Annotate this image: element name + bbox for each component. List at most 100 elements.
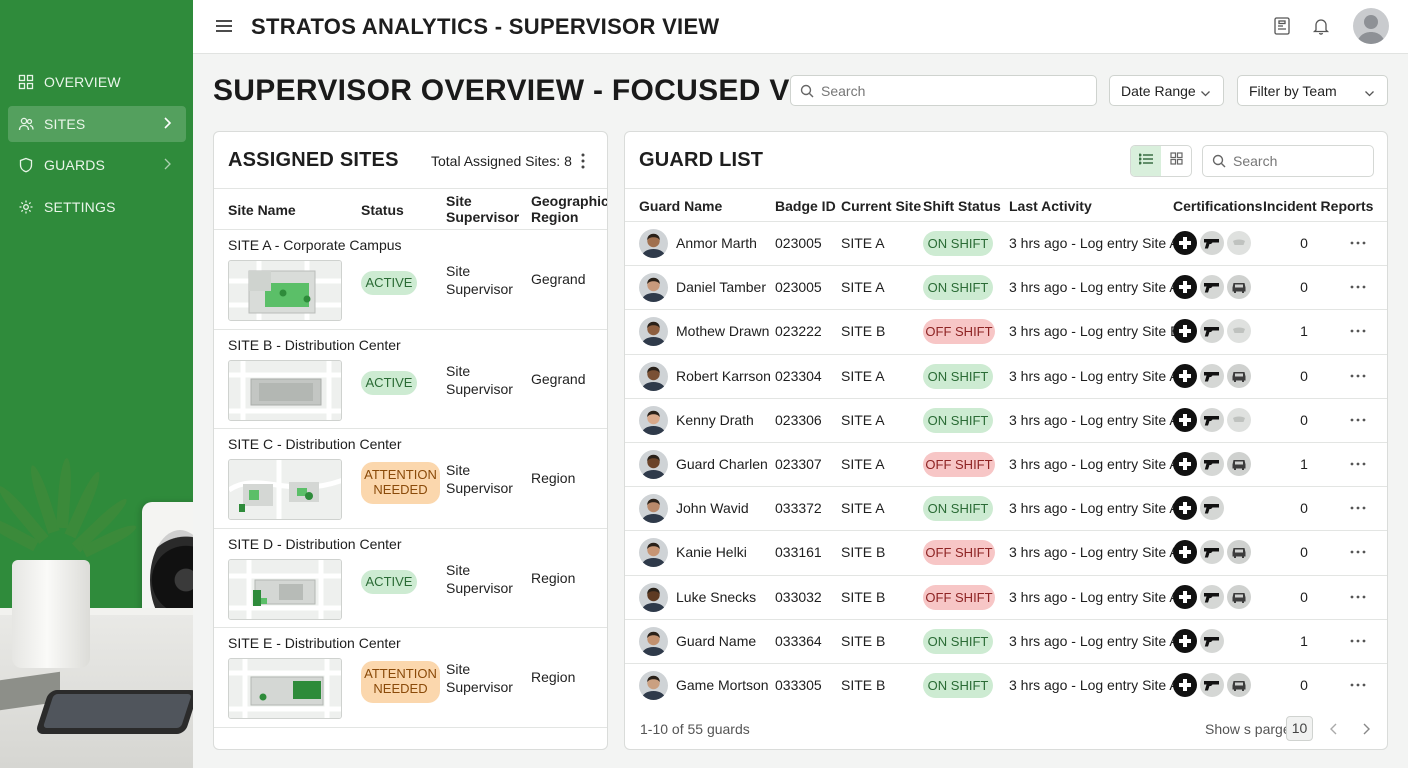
- sites-card-title: ASSIGNED SITES: [228, 149, 399, 171]
- firearm-cert-icon: [1200, 452, 1224, 476]
- guard-row[interactable]: Daniel Tamber 023005 SITE A ON SHIFT 3 hrs a…: [625, 266, 1387, 311]
- more-horizontal-icon[interactable]: [1349, 677, 1367, 693]
- search-icon: [1212, 154, 1226, 168]
- guard-row[interactable]: Robert Karrson 023304 SITE A ON SHIFT 3 hrs …: [625, 355, 1387, 399]
- per-page-select[interactable]: 10: [1286, 716, 1313, 741]
- incident-count: 0: [1300, 500, 1308, 517]
- site-name: SITE D - Distribution Center: [228, 535, 402, 552]
- site-name: SITE E - Distribution Center: [228, 635, 401, 651]
- shift-status-badge: ON SHIFT: [923, 407, 993, 433]
- col-incident-reports[interactable]: Incident Reports: [1263, 198, 1374, 214]
- prev-page-icon[interactable]: [1327, 722, 1341, 736]
- certifications: [1173, 319, 1251, 344]
- guard-name[interactable]: Guard Name: [676, 632, 757, 649]
- site-row[interactable]: SITE A - Corporate Campus ACTIVE Site Su…: [214, 230, 607, 330]
- sidebar-item-label: GUARDS: [44, 157, 106, 173]
- col-status: Status: [361, 202, 404, 218]
- user-avatar[interactable]: [1353, 8, 1389, 44]
- col-shift-status[interactable]: Shift Status: [923, 198, 1001, 214]
- site-row[interactable]: SITE B - Distribution Center ACTIVE Site…: [214, 330, 607, 429]
- col-certifications[interactable]: Certifications: [1173, 198, 1263, 214]
- site-row[interactable]: SITE E - Distribution Center ATTENTION N…: [214, 628, 607, 728]
- guard-row[interactable]: Guard Charlen 023307 SITE A OFF SHIFT 3 hrs …: [625, 443, 1387, 488]
- firearm-cert-icon: [1200, 673, 1224, 697]
- more-horizontal-icon[interactable]: [1349, 412, 1367, 428]
- more-vertical-icon[interactable]: [577, 152, 589, 170]
- guard-name[interactable]: Luke Snecks: [676, 588, 757, 605]
- grid-view-button[interactable]: [1161, 146, 1191, 176]
- shift-status-badge: ON SHIFT: [923, 275, 993, 301]
- team-filter-select[interactable]: Filter by Team: [1237, 75, 1388, 106]
- vehicle-cert-icon: [1227, 363, 1251, 388]
- sidebar-item-label: SITES: [44, 115, 86, 132]
- date-range-select[interactable]: Date Range: [1109, 75, 1224, 106]
- guard-search-input[interactable]: [1202, 145, 1374, 177]
- last-activity: 3 hrs ago - Log entry Site A: [1009, 235, 1179, 251]
- incident-count: 1: [1300, 456, 1308, 472]
- sidebar-item-overview[interactable]: OVERVIEW: [8, 64, 186, 100]
- per-page-label: Show s parge: [1205, 721, 1291, 737]
- report-icon[interactable]: [1272, 16, 1292, 36]
- guard-name[interactable]: Mothew Drawn: [676, 323, 770, 340]
- guard-name[interactable]: John Wavid: [676, 500, 749, 517]
- vehicle-cert-icon: [1227, 584, 1251, 609]
- more-horizontal-icon[interactable]: [1349, 456, 1367, 472]
- site-supervisor: Site Supervisor: [446, 561, 513, 596]
- search-input[interactable]: [790, 75, 1097, 106]
- shift-status-badge: ON SHIFT: [923, 628, 993, 654]
- list-view-button[interactable]: [1131, 146, 1161, 176]
- col-current-site[interactable]: Current Site: [841, 198, 922, 214]
- bell-icon[interactable]: [1311, 16, 1331, 36]
- guard-row[interactable]: Guard Name 033364 SITE B ON SHIFT 3 hrs ago …: [625, 620, 1387, 664]
- medical-cert-icon: [1173, 231, 1197, 255]
- guard-name[interactable]: Guard Charlen: [676, 456, 768, 472]
- guard-name[interactable]: Daniel Tamber: [676, 279, 767, 296]
- vehicle-cert-icon: [1227, 452, 1251, 476]
- menu-icon[interactable]: [215, 17, 233, 35]
- guard-row[interactable]: Mothew Drawn 023222 SITE B OFF SHIFT 3 hrs a…: [625, 310, 1387, 355]
- site-region: Region: [531, 669, 576, 685]
- site-row[interactable]: SITE D - Distribution Center ACTIVE Site…: [214, 529, 607, 628]
- guard-row[interactable]: John Wavid 033372 SITE A ON SHIFT 3 hrs ago …: [625, 487, 1387, 532]
- more-horizontal-icon[interactable]: [1349, 589, 1367, 605]
- more-horizontal-icon[interactable]: [1349, 633, 1367, 649]
- guard-row[interactable]: Anmor Marth 023005 SITE A ON SHIFT 3 hrs ago…: [625, 222, 1387, 267]
- badge-id: 023307: [775, 456, 822, 472]
- medical-cert-icon: [1173, 452, 1197, 476]
- shift-status-badge: ON SHIFT: [923, 673, 993, 698]
- col-last-activity[interactable]: Last Activity: [1009, 198, 1092, 214]
- more-horizontal-icon[interactable]: [1349, 323, 1367, 339]
- guard-name[interactable]: Game Mortson: [676, 677, 769, 693]
- guard-name[interactable]: Kanie Helki: [676, 544, 747, 561]
- guard-name[interactable]: Kenny Drath: [676, 411, 754, 428]
- sidebar-item-sites[interactable]: SITES: [8, 105, 186, 142]
- sidebar-item-settings[interactable]: SETTINGS: [8, 189, 186, 225]
- site-region: Region: [531, 569, 576, 586]
- col-badge-id[interactable]: Badge ID: [775, 198, 836, 214]
- guard-name[interactable]: Robert Karrson: [676, 367, 771, 384]
- more-horizontal-icon[interactable]: [1349, 235, 1367, 251]
- last-activity: 3 hrs ago - Log entry Site A: [1009, 500, 1179, 517]
- guard-row[interactable]: Game Mortson 033305 SITE B ON SHIFT 3 hrs ag…: [625, 664, 1387, 708]
- guard-avatar: [639, 626, 668, 656]
- team-filter-label: Filter by Team: [1249, 82, 1337, 99]
- more-horizontal-icon[interactable]: [1349, 279, 1367, 295]
- more-horizontal-icon[interactable]: [1349, 368, 1367, 384]
- guard-row[interactable]: Kenny Drath 023306 SITE A ON SHIFT 3 hrs ago…: [625, 399, 1387, 443]
- more-horizontal-icon[interactable]: [1349, 500, 1367, 516]
- col-guard-name[interactable]: Guard Name: [639, 198, 723, 214]
- site-map-thumbnail: [228, 260, 342, 321]
- guard-row[interactable]: Kanie Helki 033161 SITE B OFF SHIFT 3 hrs ag…: [625, 531, 1387, 576]
- guard-row[interactable]: Luke Snecks 033032 SITE B OFF SHIFT 3 hrs ag…: [625, 576, 1387, 620]
- more-horizontal-icon[interactable]: [1349, 544, 1367, 560]
- guard-search-field[interactable]: [1203, 146, 1373, 176]
- guard-name[interactable]: Anmor Marth: [676, 235, 757, 251]
- site-row[interactable]: SITE C - Distribution Center ATTENTION N…: [214, 429, 607, 529]
- medical-cert-icon: [1173, 584, 1197, 609]
- next-page-icon[interactable]: [1359, 722, 1373, 736]
- search-field[interactable]: [791, 76, 1096, 105]
- sidebar-item-guards[interactable]: GUARDS: [8, 147, 186, 183]
- firearm-cert-icon: [1200, 231, 1224, 255]
- guard-avatar: [639, 494, 668, 524]
- assigned-sites-card: ASSIGNED SITES Total Assigned Sites: 8 S…: [213, 131, 608, 750]
